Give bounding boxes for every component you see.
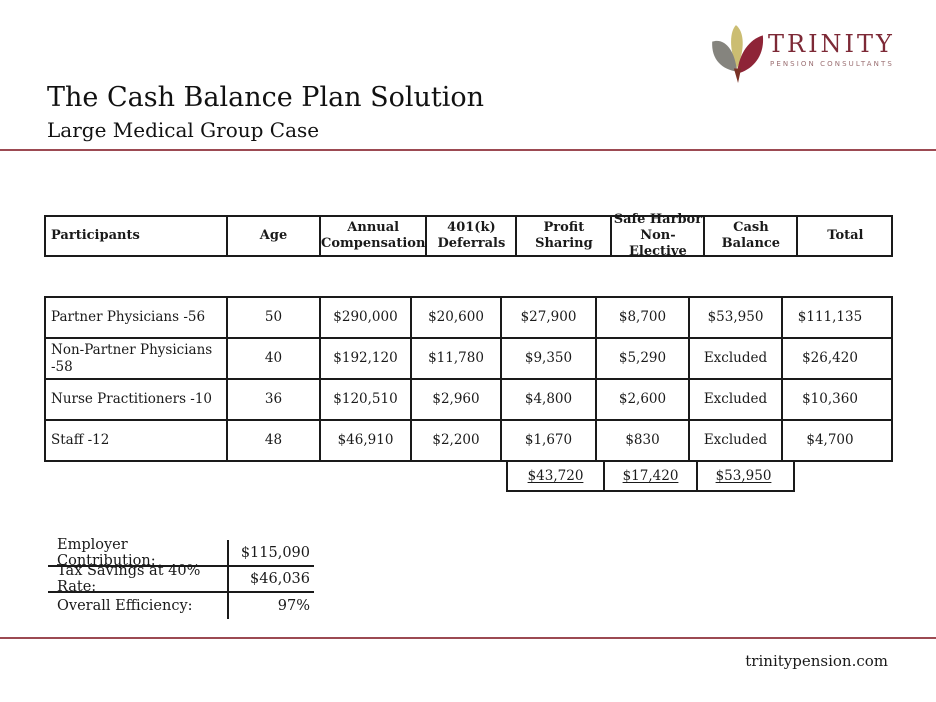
table-row: Partner Physicians -56 50 $290,000 $20,6… bbox=[46, 298, 891, 337]
table-cell: 40 bbox=[226, 339, 319, 378]
table-row: Nurse Practitioners -10 36 $120,510 $2,9… bbox=[46, 378, 891, 419]
table-cell: $192,120 bbox=[319, 339, 410, 378]
table-cell: $4,800 bbox=[500, 380, 595, 419]
bottom-divider-rule bbox=[0, 637, 936, 639]
table-row: Non-Partner Physicians -58 40 $192,120 $… bbox=[46, 337, 891, 378]
table-cell: Excluded bbox=[688, 380, 781, 419]
totals-row: $43,720 $17,420 $53,950 bbox=[506, 462, 795, 492]
table-cell: Nurse Practitioners -10 bbox=[51, 391, 213, 408]
table-cell: $10,360 bbox=[781, 380, 877, 419]
summary-row: Tax Savings at 40% Rate: $46,036 bbox=[48, 563, 314, 595]
header-age: Age bbox=[226, 217, 319, 255]
table-cell: Non-Partner Physicians -58 bbox=[51, 341, 213, 375]
table-cell: 50 bbox=[226, 298, 319, 337]
table-cell: $8,700 bbox=[595, 298, 688, 337]
main-table-body: Partner Physicians -56 50 $290,000 $20,6… bbox=[44, 296, 893, 462]
table-cell: $120,510 bbox=[319, 380, 410, 419]
table-cell: Partner Physicians -56 bbox=[51, 309, 206, 326]
header-total: Total bbox=[796, 217, 892, 255]
header-profit-sharing: Profit Sharing bbox=[515, 217, 610, 255]
table-cell: $2,600 bbox=[595, 380, 688, 419]
table-cell: $290,000 bbox=[319, 298, 410, 337]
table-cell: $830 bbox=[595, 421, 688, 460]
table-cell: Excluded bbox=[688, 339, 781, 378]
header-cash-balance: Cash Balance bbox=[703, 217, 796, 255]
table-row: Staff -12 48 $46,910 $2,200 $1,670 $830 … bbox=[46, 419, 891, 460]
total-safe-harbor: $17,420 bbox=[603, 462, 696, 490]
title-block: The Cash Balance Plan Solution Large Med… bbox=[47, 82, 484, 142]
table-cell: $9,350 bbox=[500, 339, 595, 378]
header-annual-compensation: Annual Compensation bbox=[319, 217, 425, 255]
summary-row: Employer Contribution: $115,090 bbox=[48, 537, 314, 569]
table-cell: $26,420 bbox=[781, 339, 877, 378]
trinity-logo: TRINITY PENSION CONSULTANTS bbox=[706, 22, 892, 86]
table-cell: $111,135 bbox=[781, 298, 877, 337]
table-cell: Staff -12 bbox=[51, 432, 110, 449]
logo-wordmark: TRINITY bbox=[768, 30, 895, 58]
header-participants: Participants bbox=[51, 227, 140, 243]
header-safe-harbor: Safe Harbor Non-Elective bbox=[610, 212, 703, 259]
page-title: The Cash Balance Plan Solution bbox=[47, 82, 485, 113]
summary-label: Employer Contribution: bbox=[57, 537, 156, 569]
page-subtitle: Large Medical Group Case bbox=[47, 118, 320, 143]
summary-row: Overall Efficiency: 97% bbox=[48, 593, 314, 619]
table-cell: $5,290 bbox=[595, 339, 688, 378]
summary-table: Employer Contribution: $115,090 Tax Savi… bbox=[48, 537, 314, 619]
main-table-header: Participants Age Annual Compensation 401… bbox=[44, 212, 893, 259]
header-401k-deferrals: 401(k) Deferrals bbox=[425, 217, 515, 255]
table-cell: $27,900 bbox=[500, 298, 595, 337]
table-cell: $11,780 bbox=[410, 339, 500, 378]
table-cell: $20,600 bbox=[410, 298, 500, 337]
table-cell: $2,200 bbox=[410, 421, 500, 460]
table-cell: $1,670 bbox=[500, 421, 595, 460]
summary-label: Overall Efficiency: bbox=[57, 598, 193, 614]
top-divider-rule bbox=[0, 149, 936, 151]
table-cell: $53,950 bbox=[688, 298, 781, 337]
table-cell: $46,910 bbox=[319, 421, 410, 460]
table-cell: 48 bbox=[226, 421, 319, 460]
summary-value: $46,036 bbox=[227, 566, 314, 592]
footer-website: trinitypension.com bbox=[745, 652, 888, 670]
summary-value: $115,090 bbox=[227, 540, 314, 566]
table-cell: 36 bbox=[226, 380, 319, 419]
logo-tagline: PENSION CONSULTANTS bbox=[770, 60, 894, 68]
trinity-petals-icon bbox=[712, 25, 764, 83]
table-cell: $2,960 bbox=[410, 380, 500, 419]
summary-value: 97% bbox=[227, 593, 314, 619]
table-cell: Excluded bbox=[688, 421, 781, 460]
total-cash-balance: $53,950 bbox=[696, 462, 789, 490]
total-profit-sharing: $43,720 bbox=[527, 467, 584, 484]
table-cell: $4,700 bbox=[781, 421, 877, 460]
logo-text: TRINITY PENSION CONSULTANTS bbox=[768, 22, 895, 68]
summary-label: Tax Savings at 40% Rate: bbox=[57, 563, 201, 595]
